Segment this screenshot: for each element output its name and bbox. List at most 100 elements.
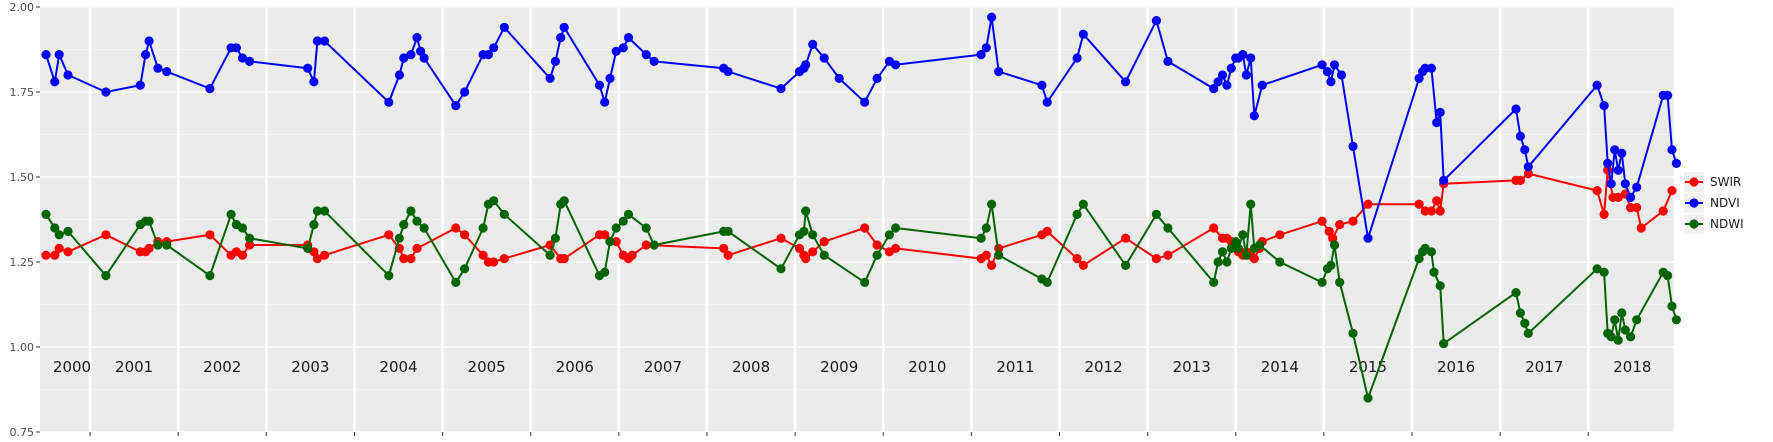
- data-point-ndwi: [891, 223, 901, 233]
- data-point-ndvi: [1620, 179, 1630, 189]
- data-point-ndwi: [618, 216, 628, 226]
- data-point-swir: [319, 250, 330, 260]
- data-point-swir: [600, 230, 610, 240]
- data-point-ndwi: [776, 264, 786, 274]
- data-point-ndvi: [399, 53, 409, 63]
- data-point-ndvi: [776, 84, 786, 94]
- data-point-ndvi: [594, 80, 605, 90]
- year-label: 2008: [732, 358, 770, 376]
- data-point-ndwi: [451, 277, 461, 287]
- legend-label-ndvi: NDVI: [1710, 196, 1740, 210]
- data-point-ndvi: [1222, 80, 1232, 90]
- data-point-ndvi: [54, 50, 64, 60]
- data-point-ndvi: [312, 36, 322, 46]
- data-point-ndwi: [1599, 267, 1609, 277]
- data-point-ndwi: [478, 223, 488, 233]
- data-point-ndwi: [723, 226, 733, 236]
- legend-label-swir: SWIR: [1710, 175, 1741, 189]
- data-point-swir: [1042, 226, 1052, 236]
- data-point-ndwi: [1241, 250, 1251, 260]
- data-point-ndwi: [1233, 243, 1243, 253]
- data-point-ndvi: [891, 60, 901, 70]
- data-point-ndwi: [1671, 315, 1681, 325]
- data-point-ndwi: [153, 240, 163, 250]
- data-point-ndvi: [1249, 111, 1259, 121]
- data-point-ndwi: [303, 243, 313, 253]
- data-point-ndwi: [1326, 260, 1336, 270]
- major-grid: [40, 6, 1674, 433]
- data-point-ndwi: [237, 223, 248, 233]
- year-label: 2018: [1613, 358, 1651, 376]
- data-point-ndwi: [1317, 277, 1327, 287]
- data-point-ndvi: [1121, 77, 1131, 87]
- year-labels: 2000 2001 2002 2003 2004 2005 2006 2007 2008 2009…: [53, 358, 1652, 376]
- data-point-ndvi: [1329, 60, 1340, 70]
- data-point-swir: [451, 223, 461, 233]
- data-point-ndvi: [1348, 141, 1358, 151]
- data-point-swir: [406, 254, 416, 264]
- data-point-ndvi: [1610, 145, 1620, 155]
- data-point-swir: [860, 223, 870, 233]
- year-label: 2005: [468, 358, 506, 376]
- data-point-ndwi: [309, 220, 319, 230]
- data-point-swir: [891, 243, 901, 253]
- data-point-ndwi: [1606, 332, 1616, 342]
- data-point-ndvi: [623, 33, 634, 43]
- data-point-ndvi: [1667, 145, 1677, 155]
- data-point-swir: [412, 243, 422, 253]
- data-point-ndwi: [41, 209, 51, 219]
- data-point-swir: [776, 233, 786, 243]
- data-point-ndwi: [1163, 223, 1173, 233]
- data-point-ndvi: [994, 67, 1004, 77]
- data-point-swir: [1414, 199, 1424, 209]
- data-point-ndwi: [1329, 240, 1340, 250]
- data-point-ndvi: [1163, 56, 1173, 66]
- y-axis: 0.75 1.00 1.25 1.50 1.75 2.00: [10, 1, 40, 439]
- data-point-ndvi: [1042, 97, 1052, 107]
- data-point-swir: [794, 243, 805, 253]
- data-point-ndvi: [153, 63, 163, 73]
- y-tick-label: 1.25: [10, 256, 35, 269]
- data-point-ndwi: [1217, 247, 1228, 257]
- data-point-ndwi: [641, 223, 651, 233]
- data-point-ndvi: [1078, 29, 1088, 39]
- data-point-ndvi: [723, 67, 733, 77]
- data-point-ndwi: [600, 267, 610, 277]
- y-tick-label: 1.50: [10, 171, 35, 184]
- data-point-ndvi: [1435, 107, 1445, 117]
- minor-grid: [40, 49, 1674, 390]
- year-label: 2000: [53, 358, 91, 376]
- data-point-ndwi: [1213, 257, 1223, 267]
- data-point-swir: [1613, 192, 1623, 202]
- data-point-ndvi: [550, 56, 561, 66]
- data-point-ndvi: [303, 63, 313, 73]
- data-point-ndvi: [649, 56, 659, 66]
- data-point-ndwi: [144, 216, 154, 226]
- data-point-ndwi: [819, 250, 829, 260]
- data-point-ndwi: [799, 226, 809, 236]
- data-point-ndwi: [1226, 243, 1236, 253]
- data-point-ndvi: [394, 70, 404, 80]
- data-point-ndwi: [1348, 328, 1358, 338]
- data-point-ndvi: [135, 80, 145, 90]
- data-point-ndwi: [489, 196, 499, 206]
- data-point-ndvi: [499, 22, 509, 32]
- data-point-ndwi: [1363, 393, 1373, 403]
- data-point-ndvi: [1072, 53, 1082, 63]
- data-point-ndwi: [1429, 267, 1439, 277]
- data-point-ndvi: [1322, 67, 1332, 77]
- year-label: 2006: [556, 358, 594, 376]
- data-point-ndvi: [981, 43, 991, 53]
- data-point-swir: [559, 254, 569, 264]
- data-point-swir: [1335, 220, 1345, 230]
- data-point-ndvi: [237, 53, 248, 63]
- series-layer: [41, 12, 1681, 403]
- data-point-ndvi: [1241, 70, 1251, 80]
- data-point-swir: [723, 250, 733, 260]
- data-point-swir: [1426, 206, 1436, 216]
- data-point-ndwi: [1222, 257, 1232, 267]
- year-label: 2014: [1261, 358, 1299, 376]
- data-point-swir: [478, 250, 488, 260]
- data-point-swir: [1249, 254, 1259, 264]
- data-point-ndwi: [1255, 240, 1265, 250]
